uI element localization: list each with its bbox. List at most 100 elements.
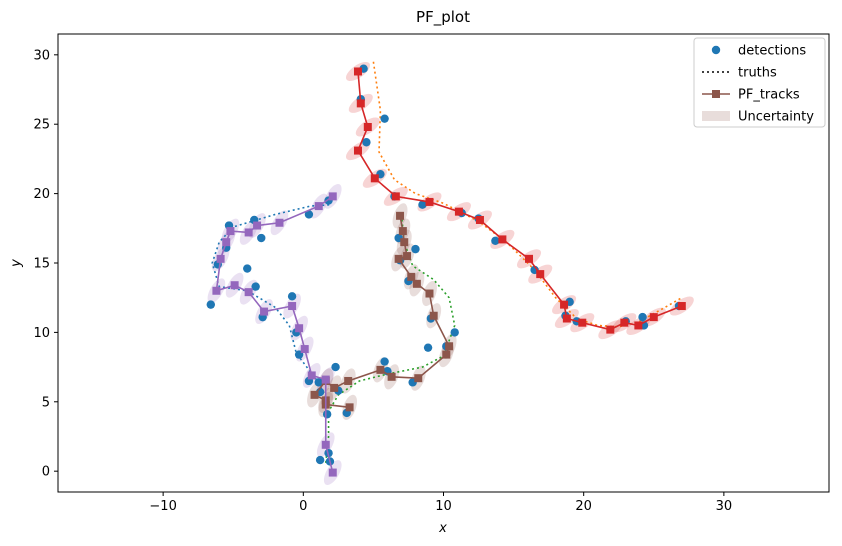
detection-point — [315, 455, 325, 465]
truth-line — [372, 61, 683, 328]
pf-track-marker — [244, 228, 253, 237]
y-tick-label: 0 — [42, 465, 50, 480]
y-tick-label: 30 — [33, 48, 50, 63]
pf-track-marker — [345, 403, 354, 412]
detection-point — [418, 200, 427, 209]
legend-uncertainty-patch — [702, 111, 730, 121]
pf-track-marker — [310, 390, 319, 399]
pf-track-marker — [400, 238, 409, 247]
pf-track-marker — [370, 174, 379, 183]
pf-track-marker — [454, 207, 463, 216]
pf-track-marker — [407, 272, 416, 281]
pf-track-marker — [363, 122, 372, 131]
pf-track-marker — [498, 235, 507, 244]
legend-tracks-marker — [712, 90, 720, 98]
y-tick-label: 10 — [33, 326, 50, 341]
pf-track-marker — [212, 286, 221, 295]
pf-track-marker — [536, 270, 545, 279]
pf-track-marker — [475, 215, 484, 224]
detection-point — [450, 328, 459, 337]
detection-point — [243, 264, 252, 273]
detection-point — [331, 362, 340, 372]
pf-track-marker — [396, 211, 405, 220]
pf-track-marker — [253, 221, 262, 230]
pf-track-marker — [260, 307, 269, 316]
pf-track-marker — [275, 218, 284, 227]
pf-track-marker — [356, 99, 365, 108]
pf-track-marker — [307, 371, 316, 380]
x-axis-label: x — [438, 521, 447, 536]
pf-track-marker — [412, 279, 421, 288]
pf-track-marker — [353, 146, 362, 155]
detection-point — [491, 236, 500, 245]
pf-track-marker — [620, 318, 629, 327]
pf-track-marker — [216, 254, 225, 263]
pf-track-marker — [429, 311, 438, 320]
pf-track-marker — [230, 281, 239, 290]
pf-track-marker — [562, 314, 571, 323]
pf-track-marker — [403, 252, 412, 261]
y-axis-label: y — [9, 259, 24, 268]
x-tick-label: 20 — [575, 499, 592, 514]
pf-track-marker — [321, 375, 330, 384]
truth-line — [211, 203, 332, 403]
pf-track-marker — [525, 254, 534, 263]
legend-label: PF_tracks — [738, 88, 800, 103]
x-tick-label: 10 — [435, 499, 452, 514]
detection-point — [287, 292, 297, 301]
chart-title: PF_plot — [416, 8, 470, 27]
detection-point — [380, 357, 389, 366]
y-tick-label: 25 — [33, 118, 50, 133]
legend-label: Uncertainty — [738, 110, 814, 125]
detection-point — [322, 410, 332, 419]
pf-track-marker — [295, 324, 304, 333]
pf-track-line — [357, 71, 683, 331]
y-tick-label: 20 — [33, 187, 50, 202]
detection-point — [206, 300, 215, 309]
pf-track-marker — [578, 318, 587, 327]
pf-track-marker — [288, 302, 297, 311]
pf-track-marker — [649, 313, 658, 322]
legend: detections truths PF_tracks Uncertainty — [693, 37, 826, 128]
detection-point — [423, 343, 433, 352]
pf-track-marker — [391, 192, 400, 201]
legend-detections-marker — [711, 45, 721, 55]
detection-point — [257, 233, 266, 243]
pf-track-marker — [321, 440, 330, 449]
pf-track-marker — [244, 288, 253, 297]
pf-track-marker — [376, 365, 385, 374]
pf-track-marker — [606, 325, 615, 334]
pf-track-marker — [328, 192, 337, 201]
pf-track-marker — [226, 227, 235, 236]
legend-label: detections — [738, 44, 806, 59]
pf-track-marker — [398, 227, 407, 236]
detection-point — [314, 378, 323, 387]
detection-point — [411, 244, 420, 254]
pf-track-marker — [300, 345, 309, 354]
pf-track-marker — [328, 468, 337, 477]
detection-point — [362, 138, 371, 147]
pf-track-marker — [445, 342, 454, 351]
pf-track-marker — [330, 383, 339, 392]
y-tick-label: 15 — [33, 257, 50, 272]
legend-box — [693, 37, 826, 128]
detection-point — [638, 312, 647, 322]
pf-track-marker — [414, 374, 423, 383]
pf-track-marker — [425, 289, 434, 298]
pf-track-marker — [314, 202, 323, 211]
legend-label: truths — [738, 66, 777, 81]
pf-track-marker — [353, 67, 362, 76]
detection-point — [380, 114, 389, 123]
pf-track-marker — [222, 238, 231, 247]
pf-track-marker — [634, 321, 643, 330]
detection-point — [304, 210, 314, 219]
pf-track-marker — [560, 300, 569, 309]
pf-track-marker — [387, 372, 396, 381]
x-tick-label: 0 — [299, 499, 307, 514]
detection-point — [251, 282, 260, 291]
y-tick-label: 5 — [42, 395, 50, 410]
pf-track-marker — [394, 254, 403, 263]
x-tick-label: 30 — [716, 499, 733, 514]
pf-track-marker — [344, 376, 353, 385]
